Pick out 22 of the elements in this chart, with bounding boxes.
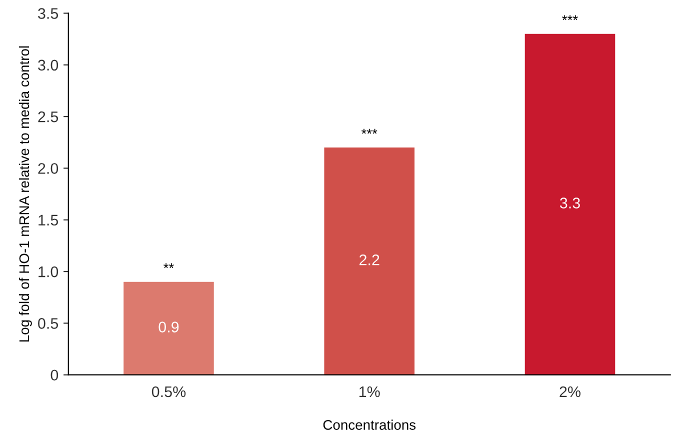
x-axis-title: Concentrations (323, 420, 416, 430)
data-label: 3.3 (560, 198, 580, 208)
x-tick-label: 0.5% (152, 386, 186, 398)
annotation: *** (361, 128, 378, 134)
bar (324, 148, 415, 375)
y-tick-label: 0 (50, 370, 58, 381)
data-label: 0.9 (158, 322, 179, 332)
annotation: ** (164, 263, 174, 268)
y-tick-label: 1.5 (38, 214, 58, 226)
y-tick-label: 2.0 (38, 163, 58, 174)
bar (124, 282, 214, 375)
data-label: 2.2 (360, 254, 380, 266)
y-tick-label: 3.0 (38, 60, 58, 71)
y-tick-label: 1.0 (38, 266, 58, 278)
y-tick-label: 0.5 (38, 318, 58, 329)
annotation: *** (562, 15, 578, 20)
y-tick-label: 2.5 (38, 111, 58, 122)
x-tick-label: 2% (560, 386, 580, 398)
y-tick-label: 3.5 (38, 8, 58, 19)
x-tick-label: 1% (359, 386, 380, 398)
bar (524, 34, 616, 375)
y-axis-title: Log fold of HO-1 mRNA relative to media control (18, 46, 32, 342)
